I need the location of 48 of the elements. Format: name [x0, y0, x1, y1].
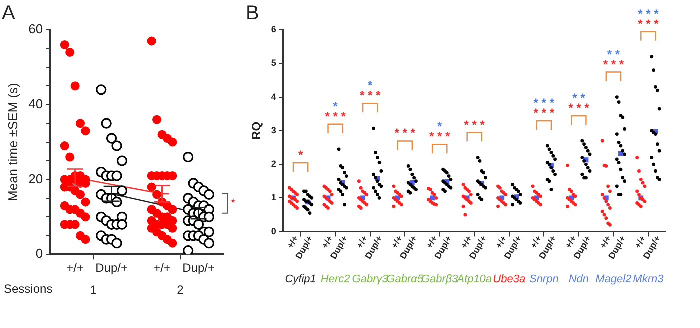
text: +/+ [494, 234, 509, 250]
y-tick-label: 20 [28, 171, 44, 186]
x-tick-label: Atp10a [456, 273, 492, 286]
y-tick-label: 0 [36, 246, 44, 262]
text: +/+ [390, 234, 405, 250]
x-tick-label: Gabrα5 [386, 273, 424, 286]
y-tick-label: 40 [28, 96, 44, 112]
text: +/+ [563, 234, 578, 250]
text: +/+ [632, 234, 648, 250]
x-axis-title: Sessions [4, 282, 53, 296]
y-tick-label: 3 [271, 125, 276, 136]
text: Dup/+ [96, 260, 128, 275]
text: +/+ [424, 234, 440, 250]
y-axis-title: Mean time ±SEM (s) [5, 83, 20, 202]
x-tick-label: Magel2 [596, 273, 632, 286]
text: +/+ [285, 234, 300, 250]
y-tick-label: 4 [271, 92, 276, 102]
chart-title: A [2, 2, 16, 25]
x-tick-label: Ndn [568, 273, 590, 286]
x-tick-label: Snrpn [529, 273, 559, 286]
text: +/+ [459, 234, 474, 250]
x-tick-label: Gabrγ3 [352, 273, 390, 286]
text: +/+ [528, 234, 544, 250]
text: +/+ [320, 234, 336, 250]
annotation: * * * [534, 106, 555, 120]
text: +/+ [66, 260, 84, 275]
y-tick-label: 0 [271, 226, 276, 236]
text: * [231, 196, 236, 210]
series-label: Dup/+ [182, 260, 215, 275]
annotation: * * * [430, 130, 451, 144]
text: +/+ [598, 234, 614, 250]
x-tick-label: Cyfip1 [285, 273, 316, 286]
y-tick-label: 60 [28, 22, 44, 37]
annotation: * * * [394, 126, 416, 140]
annotation: * * * [360, 88, 381, 103]
y-tick-label: 2 [271, 159, 276, 170]
y-tick-label: 1 [271, 192, 276, 203]
chart-title: B [246, 2, 260, 25]
y-axis-title: RQ [250, 122, 264, 140]
x-tick-label: Mkrn3 [633, 273, 665, 286]
y-tick-label: 5 [271, 58, 276, 68]
x-tick-label: Ube3a [493, 273, 526, 286]
annotation: * [298, 148, 304, 162]
y-tick-label: 6 [271, 24, 276, 34]
annotation: * * * [464, 118, 486, 132]
x-tick-label: Herc2 [320, 273, 350, 286]
series-label: +/+ [154, 260, 171, 275]
text: +/+ [354, 234, 370, 250]
